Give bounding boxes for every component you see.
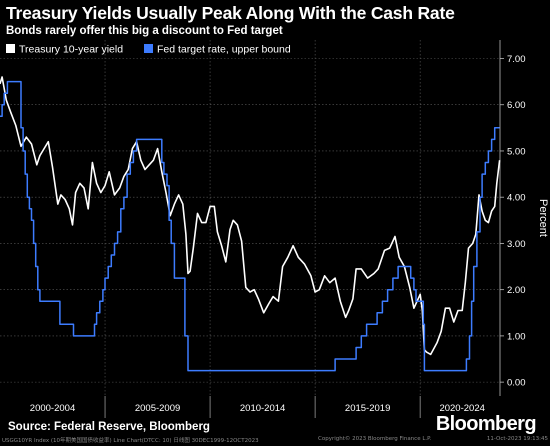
timestamp-note: 11-Oct-2023 19:13:45 xyxy=(486,436,548,442)
terminal-footnote: USGG10YR Index (10年期美国国债收益率) Line Chart(… xyxy=(2,438,259,444)
legend-swatch xyxy=(6,44,15,53)
y-axis-label: Percent xyxy=(537,199,549,237)
chart-title: Treasury Yields Usually Peak Along With … xyxy=(6,3,455,23)
y-tick-label: 1.00 xyxy=(507,331,526,342)
x-tick-label: 2020-2024 xyxy=(439,403,484,414)
chart-subtitle: Bonds rarely offer this big a discount t… xyxy=(6,25,283,37)
bloomberg-logo: Bloomberg xyxy=(435,413,537,435)
y-tick-label: 2.00 xyxy=(507,285,526,296)
y-tick-label: 3.00 xyxy=(507,239,526,250)
y-tick-label: 4.00 xyxy=(507,193,526,204)
y-tick-label: 0.00 xyxy=(507,378,526,389)
source-note: Source: Federal Reserve, Bloomberg xyxy=(8,421,210,433)
x-tick-label: 2015-2019 xyxy=(345,403,390,414)
y-tick-label: 7.00 xyxy=(507,54,526,65)
treasury-yield-line xyxy=(0,76,501,356)
legend-label: Treasury 10-year yield xyxy=(19,44,123,56)
fed-target-line xyxy=(0,80,500,372)
x-tick-label: 2010-2014 xyxy=(240,403,285,414)
copyright-note: Copyright© 2023 Bloomberg Finance L.P. xyxy=(318,436,432,442)
y-tick-label: 5.00 xyxy=(507,146,526,157)
legend: Treasury 10-year yield Fed target rate, u… xyxy=(6,44,291,56)
y-tick-label: 6.00 xyxy=(507,100,526,111)
x-tick-label: 2005-2009 xyxy=(135,403,180,414)
x-tick-label: 2000-2004 xyxy=(30,403,75,414)
legend-label: Fed target rate, upper bound xyxy=(157,44,291,56)
legend-swatch xyxy=(144,44,153,53)
